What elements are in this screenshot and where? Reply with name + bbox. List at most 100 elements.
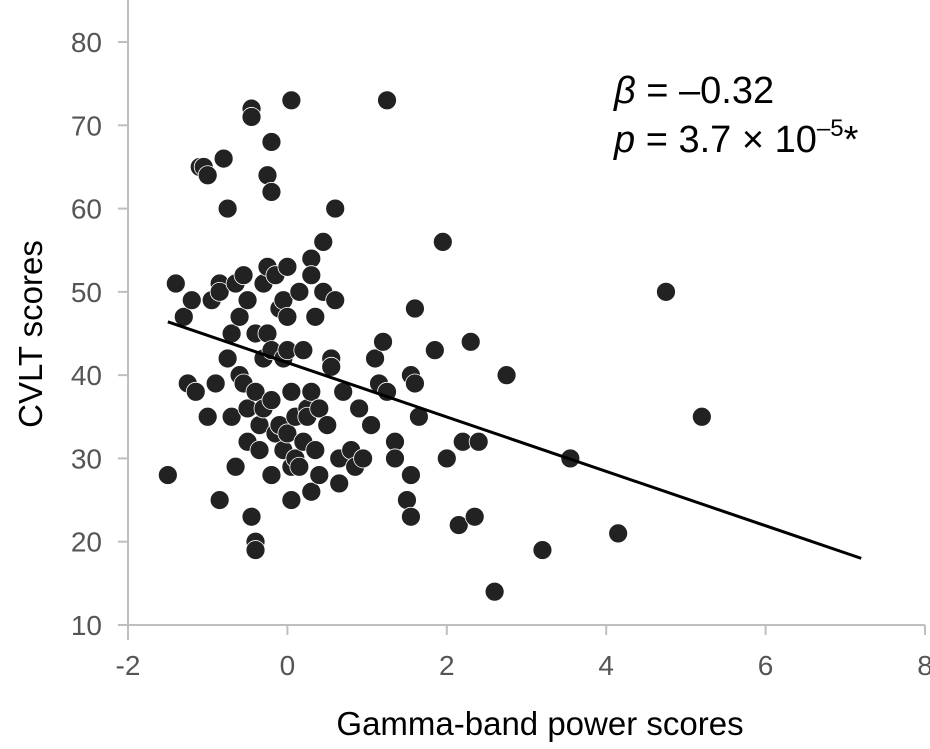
data-point	[691, 406, 712, 427]
data-point	[157, 465, 178, 485]
data-point	[608, 523, 629, 544]
data-point	[377, 90, 397, 111]
x-axis-title: Gamma-band power scores	[336, 705, 743, 742]
data-point	[460, 331, 481, 352]
data-point	[209, 281, 230, 302]
data-point	[317, 415, 338, 436]
data-point	[277, 306, 298, 327]
x-tick-label: 6	[758, 650, 774, 681]
p-symbol: p	[613, 119, 635, 161]
data-point	[405, 298, 425, 319]
y-tick-label: 10	[71, 610, 102, 641]
data-point	[217, 198, 238, 219]
data-point	[277, 256, 298, 277]
x-tick-label: 8	[917, 650, 930, 681]
data-point	[261, 390, 282, 411]
data-point	[321, 356, 342, 377]
y-tick-label: 70	[71, 110, 102, 141]
data-point	[237, 290, 258, 311]
x-tick-labels: -2 0 2 4 6 8	[116, 625, 930, 681]
beta-value: = –0.32	[636, 70, 774, 112]
data-point	[181, 290, 202, 311]
p-value-exponent: –5	[817, 115, 844, 142]
y-tick-label: 80	[71, 27, 102, 58]
data-point	[225, 456, 246, 477]
data-point	[305, 306, 326, 327]
data-point	[401, 506, 421, 527]
data-point	[401, 465, 421, 485]
data-point	[329, 473, 350, 494]
data-point	[373, 331, 393, 352]
data-point	[365, 348, 385, 369]
data-point	[325, 198, 346, 219]
data-point	[185, 381, 206, 402]
data-point	[385, 448, 405, 469]
data-point	[217, 348, 238, 369]
data-points	[157, 90, 712, 602]
regression-line	[167, 320, 862, 560]
data-point	[496, 365, 517, 386]
data-point	[385, 431, 405, 452]
data-point	[313, 231, 334, 252]
p-value-suffix: *	[844, 119, 859, 161]
data-point	[301, 248, 322, 269]
data-point	[257, 323, 278, 344]
data-point	[325, 290, 346, 311]
data-point	[233, 265, 254, 286]
x-tick-label: 2	[439, 650, 455, 681]
data-point	[532, 540, 553, 560]
data-point	[241, 107, 262, 127]
data-point	[464, 506, 485, 527]
data-point	[205, 373, 226, 394]
data-point	[165, 273, 186, 294]
data-point	[301, 381, 322, 402]
p-value-annotation: p = 3.7 × 10–5*	[613, 115, 859, 161]
data-point	[361, 415, 381, 436]
axes	[127, 0, 925, 640]
data-point	[301, 481, 322, 502]
data-point	[261, 182, 282, 202]
y-tick-label: 50	[71, 277, 102, 308]
x-tick-label: 4	[598, 650, 614, 681]
y-tick-labels: 10 20 30 40 50 60 70 80	[71, 27, 128, 641]
data-point	[301, 265, 322, 286]
beta-annotation: β = –0.32	[613, 70, 774, 112]
data-point	[353, 448, 374, 469]
data-point	[293, 340, 314, 361]
data-point	[257, 165, 278, 186]
data-point	[432, 231, 453, 252]
data-point	[281, 381, 302, 402]
data-point	[309, 398, 330, 419]
data-point	[436, 448, 457, 469]
data-point	[229, 306, 250, 327]
x-tick-label: -2	[116, 650, 141, 681]
data-point	[261, 132, 282, 152]
data-point	[484, 581, 505, 602]
data-point	[241, 506, 262, 527]
y-tick-label: 30	[71, 443, 102, 474]
beta-symbol: β	[613, 70, 636, 112]
data-point	[305, 440, 326, 461]
data-point	[468, 431, 489, 452]
x-tick-label: 0	[280, 650, 296, 681]
data-point	[448, 515, 469, 535]
y-tick-label: 20	[71, 527, 102, 558]
y-axis-title: CVLT scores	[12, 240, 49, 428]
data-point	[397, 490, 417, 510]
data-point	[249, 440, 270, 461]
data-point	[405, 373, 425, 394]
data-point	[289, 281, 310, 302]
data-point	[289, 456, 310, 477]
data-point	[261, 465, 282, 485]
stats-annotation: β = –0.32 p = 3.7 × 10–5*	[613, 70, 859, 161]
data-point	[309, 465, 330, 485]
y-tick-label: 60	[71, 194, 102, 225]
data-point	[209, 490, 230, 510]
data-point	[349, 398, 370, 419]
data-point	[213, 148, 234, 169]
data-point	[197, 165, 218, 186]
y-tick-label: 40	[71, 360, 102, 391]
data-point	[656, 281, 676, 302]
data-point	[221, 406, 242, 427]
